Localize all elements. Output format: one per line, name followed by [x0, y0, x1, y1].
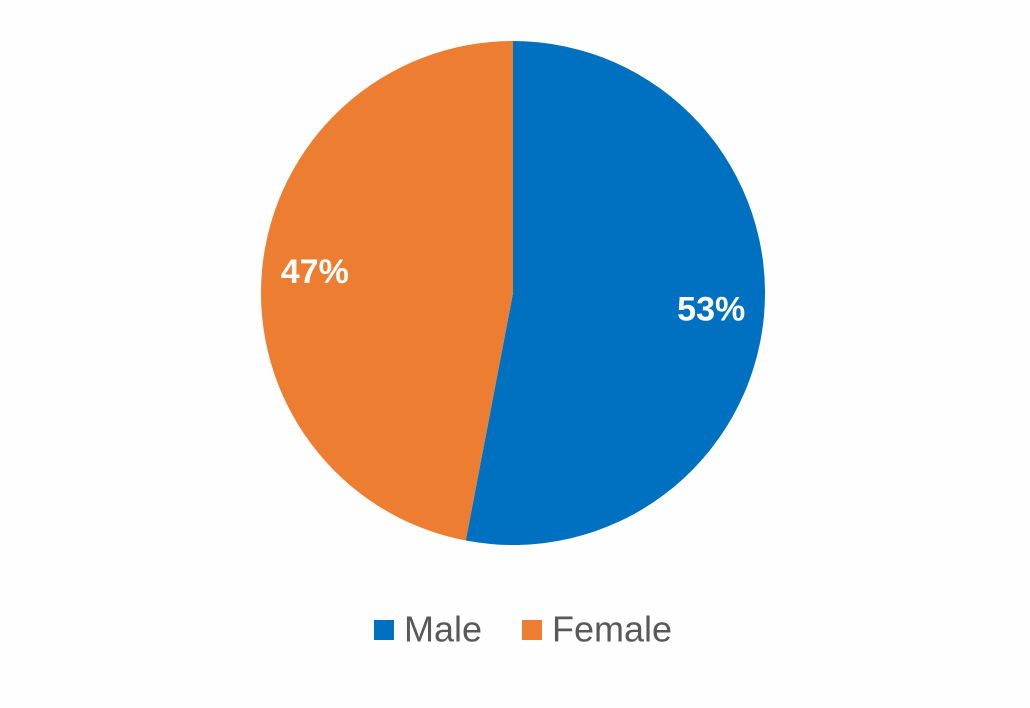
legend-swatch — [521, 620, 542, 640]
data-label: 53% — [677, 291, 745, 329]
pie-slice — [465, 41, 765, 545]
data-label: 47% — [281, 253, 349, 291]
legend: Male Female — [373, 609, 672, 650]
legend-swatch — [373, 620, 394, 640]
legend-label: Male — [404, 609, 482, 650]
pie-slice — [260, 41, 513, 541]
legend-label: Female — [552, 609, 672, 650]
